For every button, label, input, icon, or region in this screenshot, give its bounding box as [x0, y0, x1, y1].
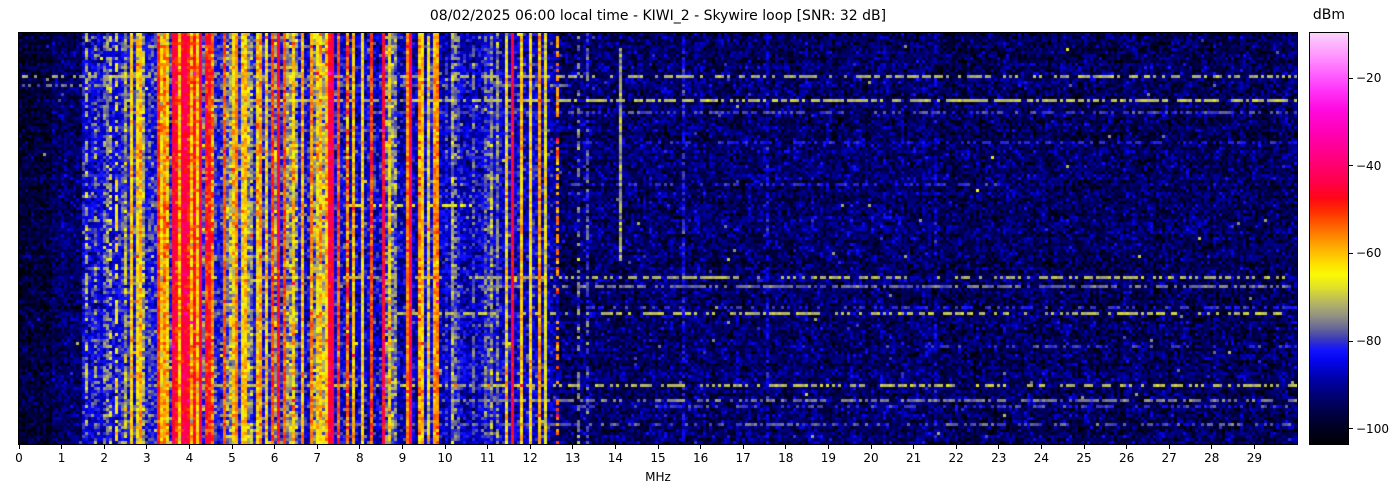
x-tick-label: 11	[479, 451, 496, 465]
colorbar-tick-label: −20	[1356, 71, 1382, 86]
x-tick-label: 12	[522, 451, 538, 465]
x-tick-mark	[487, 445, 489, 449]
colorbar-tick-mark	[1349, 340, 1353, 342]
x-tick-mark	[231, 445, 233, 449]
colorbar-tick-mark	[1349, 428, 1353, 430]
x-tick-label: 9	[398, 451, 407, 465]
x-tick-label: 5	[228, 451, 236, 465]
x-tick-mark	[1168, 445, 1170, 449]
x-tick-mark	[188, 445, 190, 449]
x-tick-mark	[572, 445, 574, 449]
x-tick-label: 13	[565, 451, 581, 465]
x-tick-mark	[700, 445, 702, 449]
x-tick-label: 16	[692, 451, 709, 465]
x-tick-label: 29	[1246, 451, 1263, 465]
x-tick-label: 15	[650, 451, 666, 465]
x-axis-label: MHz	[645, 470, 671, 484]
colorbar-tick-mark	[1349, 252, 1353, 254]
colorbar-tick-label: −60	[1356, 246, 1382, 261]
x-tick-mark	[785, 445, 787, 449]
x-tick-label: 17	[735, 451, 751, 465]
x-tick-label: 25	[1076, 451, 1092, 465]
x-tick-mark	[61, 445, 63, 449]
x-tick-mark	[913, 445, 915, 449]
x-tick-mark	[401, 445, 403, 449]
x-tick-mark	[444, 445, 446, 449]
x-tick-label: 26	[1118, 451, 1135, 465]
x-tick-mark	[18, 445, 20, 449]
x-tick-label: 22	[948, 451, 964, 465]
x-tick-mark	[103, 445, 105, 449]
x-tick-mark	[998, 445, 1000, 449]
colorbar-tick-mark	[1349, 77, 1353, 79]
colorbar-tick-label: −100	[1356, 421, 1389, 436]
x-tick-mark	[1253, 445, 1255, 449]
chart-title: 08/02/2025 06:00 local time - KIWI_2 - S…	[429, 8, 887, 24]
x-tick-mark	[146, 445, 148, 449]
x-tick-mark	[955, 445, 957, 449]
plot-frame	[18, 32, 1298, 445]
x-tick-label: 0	[15, 451, 23, 465]
x-tick-label: 2	[100, 451, 108, 465]
colorbar-tick-label: −80	[1356, 334, 1382, 349]
x-tick-mark	[1211, 445, 1213, 449]
x-tick-mark	[316, 445, 318, 449]
x-tick-label: 24	[1033, 451, 1050, 465]
x-tick-label: 7	[313, 451, 321, 465]
x-tick-label: 18	[778, 451, 794, 465]
x-tick-label: 6	[270, 451, 279, 465]
colorbar-frame	[1309, 32, 1349, 445]
x-tick-label: 1	[57, 451, 66, 465]
x-tick-label: 14	[607, 451, 624, 465]
x-tick-label: 20	[863, 451, 879, 465]
x-tick-mark	[742, 445, 744, 449]
x-tick-label: 8	[355, 451, 364, 465]
x-tick-mark	[274, 445, 276, 449]
x-tick-label: 3	[142, 451, 151, 465]
colorbar-canvas	[1310, 33, 1348, 444]
spectrogram-canvas	[19, 33, 1297, 444]
x-tick-label: 4	[185, 451, 194, 465]
x-tick-label: 27	[1161, 451, 1177, 465]
x-tick-mark	[657, 445, 659, 449]
x-tick-label: 28	[1204, 451, 1220, 465]
colorbar-tick-label: −40	[1356, 158, 1382, 173]
x-tick-mark	[359, 445, 361, 449]
x-tick-label: 19	[820, 451, 837, 465]
colorbar-tick-mark	[1349, 165, 1353, 167]
x-tick-mark	[827, 445, 829, 449]
x-tick-mark	[1083, 445, 1085, 449]
x-tick-label: 23	[991, 451, 1007, 465]
x-tick-mark	[870, 445, 872, 449]
x-tick-mark	[614, 445, 616, 449]
x-tick-mark	[1126, 445, 1128, 449]
x-tick-label: 10	[437, 451, 453, 465]
x-tick-label: 21	[905, 451, 922, 465]
x-tick-mark	[529, 445, 531, 449]
colorbar-label: dBm	[1312, 7, 1346, 23]
x-tick-mark	[1040, 445, 1042, 449]
